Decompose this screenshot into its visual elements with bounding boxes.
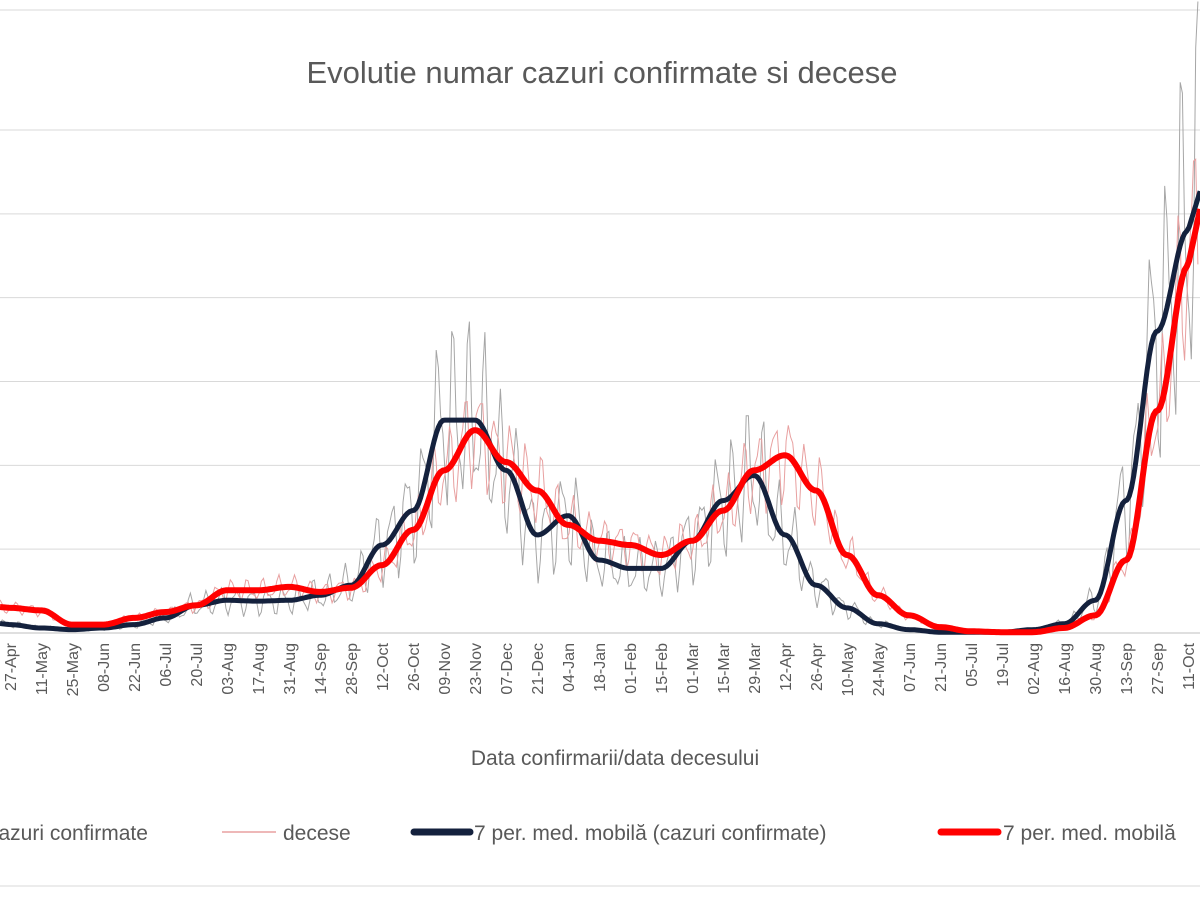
legend-item-cazuri: cazuri confirmate — [0, 822, 148, 845]
legend-label: cazuri confirmate — [0, 822, 148, 845]
x-tick-label: 27-Sep — [1150, 643, 1167, 695]
x-tick-label: 02-Aug — [1026, 643, 1043, 695]
x-tick-label: 01-Feb — [623, 643, 640, 694]
x-tick-label: 08-Jun — [96, 643, 113, 692]
x-axis-title: Data confirmarii/data decesului — [471, 747, 759, 770]
x-tick-label: 12-Oct — [375, 642, 392, 691]
x-tick-label: 20-Jul — [189, 643, 206, 687]
x-tick-label: 04-Jan — [561, 643, 578, 692]
legend-label: decese — [283, 822, 351, 845]
x-tick-label: 22-Jun — [127, 643, 144, 692]
x-tick-label: 06-Jul — [158, 643, 175, 687]
x-tick-label: 17-Aug — [251, 643, 268, 695]
x-tick-label: 07-Dec — [499, 643, 516, 695]
chart-title: Evolutie numar cazuri confirmate si dece… — [307, 55, 898, 90]
series-line-ma-3 — [0, 208, 1200, 636]
x-tick-label: 26-Oct — [406, 642, 423, 691]
x-tick-label: 25-May — [65, 643, 82, 696]
x-tick-label: 18-Jan — [592, 643, 609, 692]
legend-item-decese: decese — [222, 822, 351, 845]
legend-label: 7 per. med. mobilă — [1003, 822, 1176, 845]
x-tick-label: 07-Jun — [902, 643, 919, 692]
x-tick-label: 27-Apr — [3, 642, 20, 691]
x-tick-label: 29-Mar — [747, 642, 764, 693]
x-tick-label: 19-Jul — [995, 643, 1012, 687]
x-tick-label: 23-Nov — [468, 643, 485, 695]
x-tick-label: 13-Sep — [1119, 643, 1136, 695]
x-tick-label: 03-Aug — [220, 643, 237, 695]
x-tick-label: 28-Sep — [344, 643, 361, 695]
x-tick-label: 21-Jun — [933, 643, 950, 692]
x-tick-label: 01-Mar — [685, 642, 702, 693]
x-tick-label: 11-Oct — [1181, 642, 1198, 689]
x-tick-label: 11-May — [34, 643, 51, 695]
legend: cazuri confirmate decese 7 per. med. mob… — [0, 822, 1176, 845]
x-tick-label: 15-Feb — [654, 643, 671, 694]
legend-item-ma-cazuri: 7 per. med. mobilă (cazuri confirmate) — [410, 822, 826, 845]
series-line-ma-2 — [0, 190, 1200, 635]
x-tick-label: 31-Aug — [282, 643, 299, 695]
legend-item-ma-decese: 7 per. med. mobilă — [937, 822, 1176, 845]
x-tick-label: 14-Sep — [313, 643, 330, 695]
x-tick-label: 12-Apr — [778, 642, 795, 691]
x-tick-label: 21-Dec — [530, 643, 547, 695]
x-tick-label: 24-May — [871, 643, 888, 696]
x-tick-label: 05-Jul — [964, 643, 981, 687]
x-tick-label: 16-Aug — [1057, 643, 1074, 695]
x-tick-label: 10-May — [840, 643, 857, 696]
legend-label: 7 per. med. mobilă (cazuri confirmate) — [474, 822, 826, 845]
x-tick-label: 09-Nov — [437, 643, 454, 695]
x-tick-label: 26-Apr — [809, 642, 826, 691]
x-tick-label: 15-Mar — [716, 642, 733, 693]
x-tick-label: 30-Aug — [1088, 643, 1105, 695]
